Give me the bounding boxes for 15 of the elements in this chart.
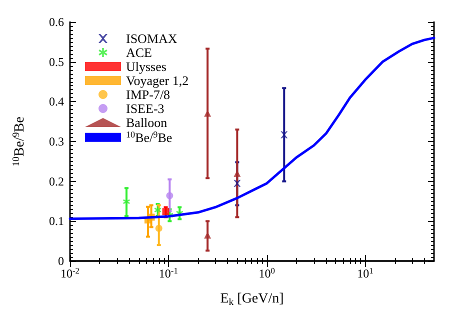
legend-label: ACE <box>126 45 152 60</box>
y-tick-label: 0.3 <box>49 134 64 148</box>
y-axis-title: 10Be/9Be <box>11 116 28 166</box>
legend-label: Balloon <box>126 115 168 130</box>
y-tick-label: 0.6 <box>49 15 64 29</box>
legend-label: Ulysses <box>126 59 166 74</box>
y-tick-label: 0.5 <box>49 54 64 69</box>
legend-label: ISEE-3 <box>126 101 164 116</box>
y-tick-label: 0.4 <box>49 94 64 109</box>
legend-label: Voyager 1,2 <box>126 73 189 88</box>
y-tick-label: 0 <box>58 254 64 268</box>
y-tick-label: 0.2 <box>49 174 64 188</box>
y-tick-label: 0.1 <box>49 214 64 228</box>
legend-label: ISOMAX <box>126 31 178 46</box>
legend-label: IMP-7/8 <box>126 87 170 102</box>
